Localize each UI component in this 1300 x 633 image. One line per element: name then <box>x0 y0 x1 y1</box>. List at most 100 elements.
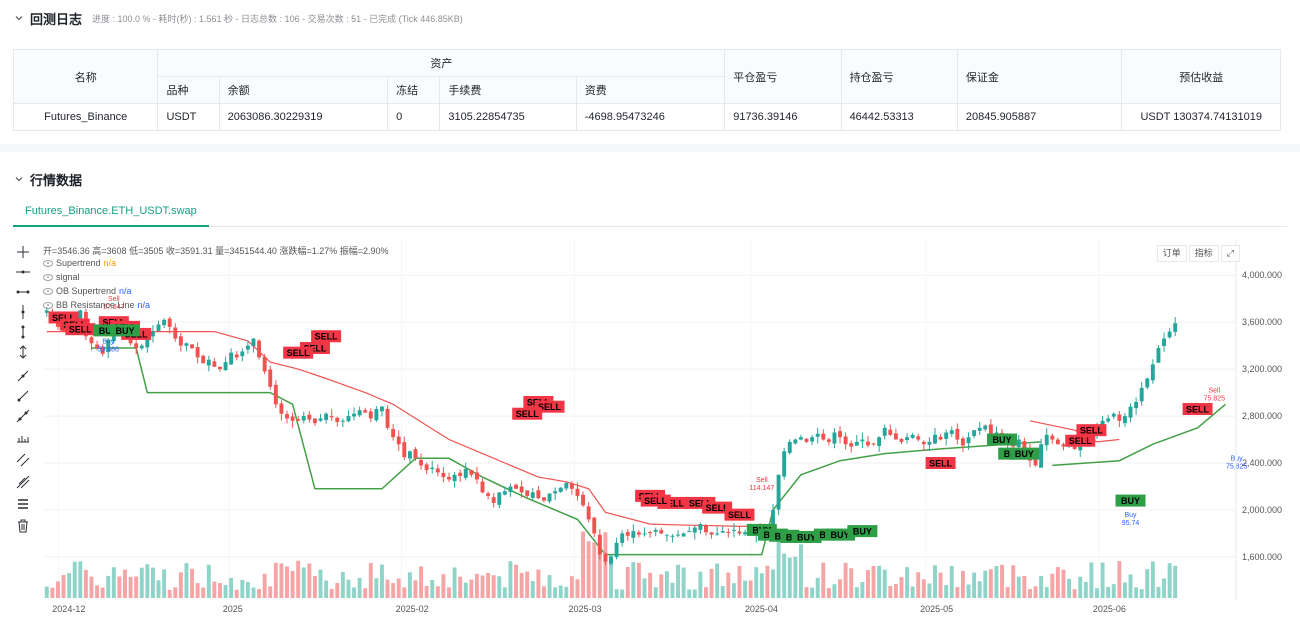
volume-bar <box>715 563 720 598</box>
volume-bar <box>877 565 882 598</box>
frozen-header: 冻结 <box>387 76 441 104</box>
legend-ob-supertrend[interactable]: OB Supertrend n/a <box>43 286 132 296</box>
vertical-line-icon[interactable] <box>15 304 31 320</box>
horizontal-ray-icon[interactable] <box>15 284 31 300</box>
candle-body <box>329 415 334 418</box>
chevron-down-icon[interactable] <box>14 174 24 184</box>
volume-bar <box>949 565 954 598</box>
volume-bar <box>435 586 440 598</box>
candle-body <box>893 433 898 440</box>
volume-bar <box>1011 565 1016 598</box>
eye-icon[interactable] <box>43 287 53 295</box>
legend-supertrend[interactable]: Supertrend n/a <box>43 258 116 268</box>
log-section-header[interactable]: 回测日志 进度 : 100.0 % - 耗时(秒) : 1.561 秒 - 日志… <box>0 8 477 28</box>
candle-body <box>452 474 457 482</box>
vertical-segment-icon[interactable] <box>15 324 31 340</box>
drawing-toolbar <box>10 240 38 540</box>
volume-bar <box>206 564 211 598</box>
candle-body <box>648 532 653 534</box>
volume-bar <box>838 579 842 598</box>
candle-body <box>301 416 306 421</box>
sell-label-bg <box>1065 434 1096 447</box>
signal-note-value: 57.847 <box>103 304 125 311</box>
volume-bar <box>430 579 435 598</box>
candle-body <box>229 352 234 365</box>
trash-icon[interactable] <box>15 518 31 534</box>
legend-signal[interactable]: signal <box>43 272 80 282</box>
candle-body <box>826 439 831 442</box>
candle-body <box>1044 434 1049 446</box>
fee-header: 手续费 <box>439 76 577 104</box>
volume-bar <box>474 573 479 598</box>
ray-icon[interactable] <box>15 388 31 404</box>
candle-body <box>167 318 172 327</box>
volume-bar <box>1061 569 1066 598</box>
candle-body <box>581 494 586 506</box>
sell-label-bg <box>311 330 342 343</box>
signal-note-value: 95.74 <box>1122 520 1140 527</box>
candle-body <box>1055 439 1060 445</box>
volume-bar <box>960 570 965 598</box>
volume-bar <box>441 574 446 598</box>
x-tick-label: 2025-05 <box>920 604 953 614</box>
volume-bar <box>581 531 586 598</box>
volume-bar <box>178 572 183 598</box>
volume-bar <box>609 554 613 598</box>
candle-body <box>469 470 474 475</box>
trend-line-icon[interactable] <box>15 368 31 384</box>
cell-hold-pnl: 46442.53313 <box>840 103 958 131</box>
measure-icon[interactable] <box>15 430 31 446</box>
candle-body <box>1039 444 1044 468</box>
legend-bb-resistance[interactable]: BB Resistance Line n/a <box>43 300 150 310</box>
candle-body <box>905 437 910 441</box>
volume-bar <box>832 584 837 598</box>
candle-body <box>514 484 518 489</box>
buy-signal-label: BUY <box>847 525 878 538</box>
candle-body <box>380 406 384 412</box>
candle-body <box>245 345 250 350</box>
volume-bar <box>882 569 887 598</box>
pitchfork-icon[interactable] <box>15 474 31 490</box>
candle-body <box>787 441 792 453</box>
sell-label-text: SELL <box>689 498 713 508</box>
eye-icon[interactable] <box>43 273 53 281</box>
expand-icon[interactable]: ⤢ <box>1220 245 1240 262</box>
volume-bar <box>50 587 55 598</box>
signal-note-label: Buy <box>1124 512 1137 519</box>
extended-line-icon[interactable] <box>15 408 31 424</box>
volume-bar <box>1139 589 1144 598</box>
horizontal-line-icon[interactable] <box>15 264 31 280</box>
candle-body <box>491 497 496 503</box>
volume-bar <box>977 581 982 598</box>
buy-label-bg <box>1009 447 1040 460</box>
tab-eth-usdt-swap[interactable]: Futures_Binance.ETH_USDT.swap <box>13 196 209 227</box>
sell-label-text: SELL <box>287 348 311 358</box>
market-section-header[interactable]: 行情数据 <box>0 169 96 189</box>
volume-bar <box>100 587 105 598</box>
chevron-down-icon[interactable] <box>14 13 24 23</box>
candle-body <box>396 436 401 445</box>
table-subheader-row: 品种 余额 冻结 手续费 资费 <box>14 76 1281 104</box>
vertical-arrow-icon[interactable] <box>15 344 31 360</box>
eye-icon[interactable] <box>43 301 53 309</box>
crosshair-icon[interactable] <box>15 244 31 260</box>
parallel-channel-icon[interactable] <box>15 452 31 468</box>
candle-body <box>89 337 94 344</box>
candle-body <box>586 506 591 520</box>
candle-body <box>798 437 803 440</box>
volume-bar <box>944 584 949 598</box>
candle-body <box>564 482 569 489</box>
orders-button[interactable]: 订单 <box>1156 245 1187 262</box>
candle-body <box>709 532 714 535</box>
eye-icon[interactable] <box>43 259 53 267</box>
candle-body <box>720 531 725 533</box>
layers-icon[interactable] <box>15 496 31 512</box>
candle-body <box>201 355 206 364</box>
legend-label: signal <box>56 272 80 282</box>
volume-bar <box>1039 575 1044 598</box>
candle-body <box>614 542 619 558</box>
volume-bar <box>156 580 161 598</box>
volume-bar <box>1000 564 1004 598</box>
indicators-button[interactable]: 指标 <box>1188 245 1219 262</box>
